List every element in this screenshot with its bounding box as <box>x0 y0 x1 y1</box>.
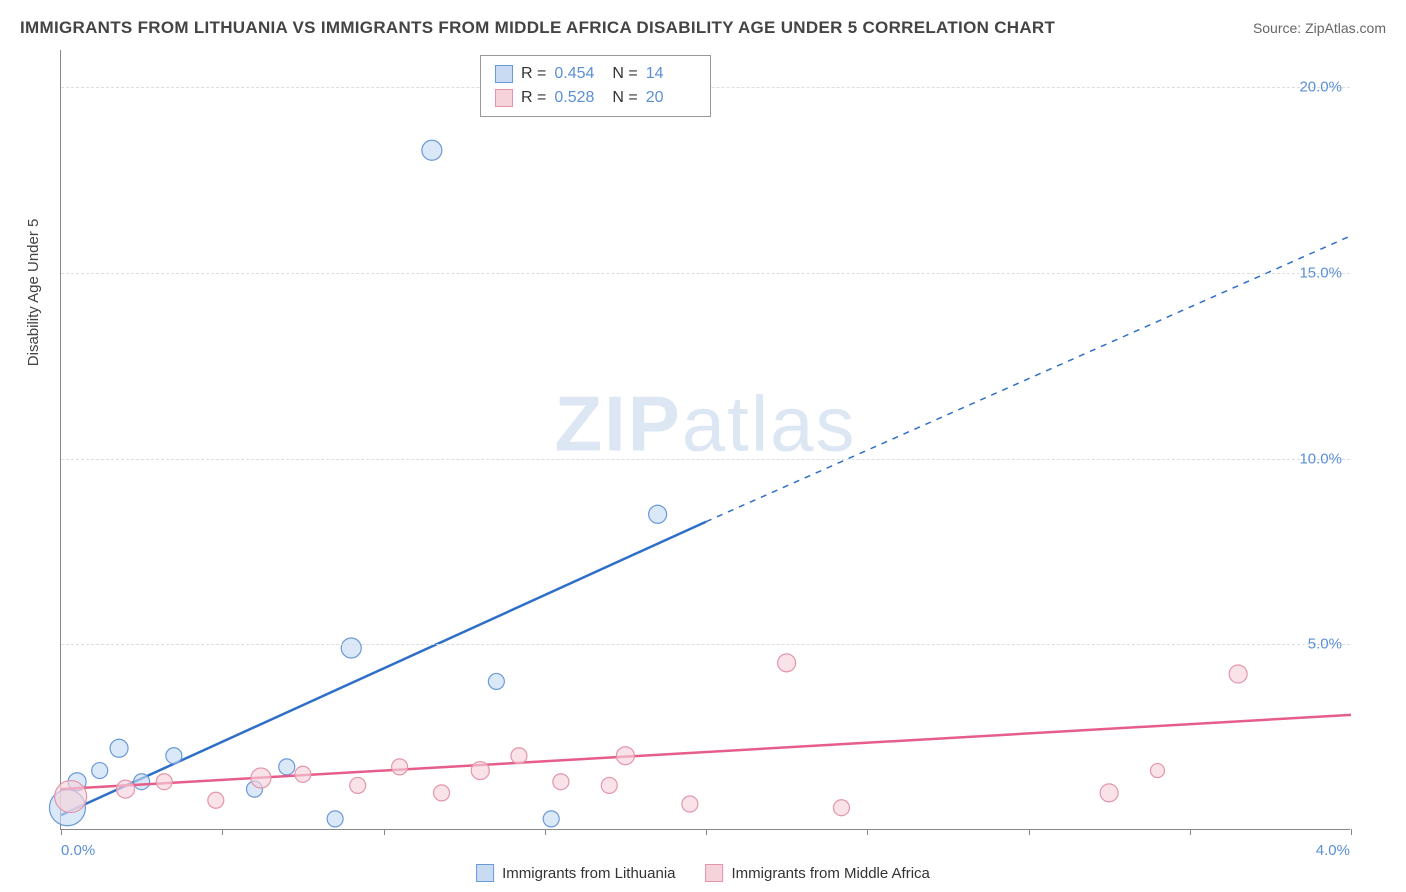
data-point <box>434 785 450 801</box>
data-point <box>92 763 108 779</box>
series-legend: Immigrants from Lithuania Immigrants from… <box>476 864 930 882</box>
data-point <box>778 654 796 672</box>
data-point <box>117 780 135 798</box>
xtick-label-max: 4.0% <box>1316 842 1350 859</box>
chart-svg <box>61 50 1350 829</box>
legend-n-value: 14 <box>646 62 696 86</box>
ytick-label: 15.0% <box>1299 264 1342 281</box>
data-point <box>1100 784 1118 802</box>
gridline <box>61 459 1350 460</box>
data-point <box>1229 665 1247 683</box>
data-point <box>616 747 634 765</box>
gridline <box>61 644 1350 645</box>
data-point <box>422 140 442 160</box>
xtick <box>61 829 62 835</box>
xtick <box>867 829 868 835</box>
y-axis-label: Disability Age Under 5 <box>25 219 42 367</box>
data-point <box>511 748 527 764</box>
legend-r-value: 0.528 <box>554 86 604 110</box>
xtick <box>706 829 707 835</box>
data-point <box>1151 764 1165 778</box>
legend-swatch <box>495 65 513 83</box>
data-point <box>543 811 559 827</box>
data-point <box>833 800 849 816</box>
data-point <box>350 777 366 793</box>
series-legend-item: Immigrants from Middle Africa <box>706 864 930 882</box>
stats-legend-row: R = 0.454 N = 14 <box>495 62 696 86</box>
legend-swatch <box>476 864 494 882</box>
data-point <box>682 796 698 812</box>
legend-r-label: R = <box>521 86 546 110</box>
ytick-label: 5.0% <box>1308 636 1342 653</box>
data-point <box>251 768 271 788</box>
data-point <box>55 781 87 813</box>
legend-n-value: 20 <box>646 86 696 110</box>
xtick <box>1029 829 1030 835</box>
legend-swatch <box>495 89 513 107</box>
data-point <box>601 777 617 793</box>
data-point <box>208 792 224 808</box>
data-point <box>295 766 311 782</box>
xtick-label-min: 0.0% <box>61 842 95 859</box>
legend-n-label: N = <box>612 62 637 86</box>
gridline <box>61 273 1350 274</box>
data-point <box>649 505 667 523</box>
stats-legend: R = 0.454 N = 14 R = 0.528 N = 20 <box>480 55 711 117</box>
data-point <box>166 748 182 764</box>
data-point <box>392 759 408 775</box>
source-label: Source: ZipAtlas.com <box>1253 20 1386 36</box>
data-point <box>471 762 489 780</box>
ytick-label: 10.0% <box>1299 450 1342 467</box>
xtick <box>222 829 223 835</box>
legend-n-label: N = <box>612 86 637 110</box>
xtick <box>1190 829 1191 835</box>
data-point <box>279 759 295 775</box>
chart-title: IMMIGRANTS FROM LITHUANIA VS IMMIGRANTS … <box>20 18 1055 38</box>
data-point <box>553 774 569 790</box>
plot-area: ZIPatlas 5.0%10.0%15.0%20.0%0.0%4.0% <box>60 50 1350 830</box>
xtick <box>545 829 546 835</box>
xtick <box>384 829 385 835</box>
data-point <box>341 638 361 658</box>
series-legend-item: Immigrants from Lithuania <box>476 864 675 882</box>
data-point <box>134 774 150 790</box>
data-point <box>110 739 128 757</box>
stats-legend-row: R = 0.528 N = 20 <box>495 86 696 110</box>
data-point <box>156 774 172 790</box>
legend-r-value: 0.454 <box>554 62 604 86</box>
legend-r-label: R = <box>521 62 546 86</box>
data-point <box>327 811 343 827</box>
xtick <box>1351 829 1352 835</box>
ytick-label: 20.0% <box>1299 79 1342 96</box>
series-legend-label: Immigrants from Middle Africa <box>732 865 930 882</box>
legend-swatch <box>706 864 724 882</box>
title-bar: IMMIGRANTS FROM LITHUANIA VS IMMIGRANTS … <box>20 18 1386 38</box>
series-legend-label: Immigrants from Lithuania <box>502 865 675 882</box>
trend-line-dashed <box>706 236 1351 522</box>
data-point <box>488 673 504 689</box>
